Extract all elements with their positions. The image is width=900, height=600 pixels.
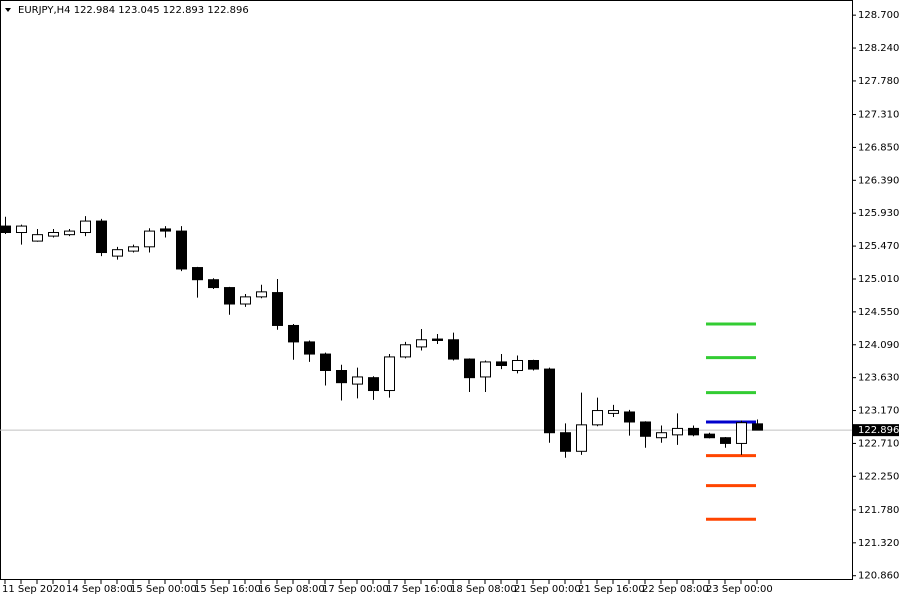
candle-body xyxy=(656,432,667,439)
x-tick-label: 21 Sep 16:00 xyxy=(578,584,645,595)
candle-body xyxy=(624,411,635,423)
candle-body xyxy=(16,225,27,234)
candle-body xyxy=(224,287,235,305)
candle-body xyxy=(400,344,411,358)
price-label-box xyxy=(853,424,899,437)
y-tick-label: 124.090 xyxy=(858,340,899,351)
y-tick-label: 121.320 xyxy=(858,538,899,549)
candle-body xyxy=(320,353,331,372)
chart-header: EURJPY,H4 122.984 123.045 122.893 122.89… xyxy=(18,5,249,16)
candle-body xyxy=(720,437,731,444)
price-label: 122.896 xyxy=(858,425,899,436)
x-tick-label: 14 Sep 08:00 xyxy=(66,584,133,595)
candle-body xyxy=(560,432,571,452)
x-tick-label: 15 Sep 00:00 xyxy=(130,584,197,595)
candle-body xyxy=(256,291,267,298)
candle-body xyxy=(176,230,187,270)
candle-body xyxy=(752,423,763,431)
y-tick-label: 124.550 xyxy=(858,307,899,318)
y-tick-label: 125.470 xyxy=(858,241,899,252)
y-tick-label: 122.250 xyxy=(858,471,899,482)
candle-body xyxy=(48,232,59,237)
candle-body xyxy=(208,279,219,289)
y-tick-label: 126.390 xyxy=(858,175,899,186)
y-tick-label: 121.780 xyxy=(858,505,899,516)
candle-body xyxy=(336,370,347,384)
candle-body xyxy=(480,361,491,378)
candle-body xyxy=(608,410,619,414)
plot-frame xyxy=(0,0,853,580)
candle-body xyxy=(576,424,587,452)
x-tick-label: 23 Sep 00:00 xyxy=(706,584,773,595)
x-tick-label: 17 Sep 00:00 xyxy=(322,584,389,595)
candle-body xyxy=(304,341,315,355)
y-tick-label: 125.930 xyxy=(858,208,899,219)
y-tick-label: 128.700 xyxy=(858,10,899,21)
candle-body xyxy=(496,361,507,367)
y-tick-label: 122.710 xyxy=(858,438,899,449)
candle-body xyxy=(112,249,123,257)
candle-body xyxy=(0,225,11,234)
x-tick-label: 21 Sep 00:00 xyxy=(514,584,581,595)
candle-body xyxy=(416,339,427,348)
menu-arrow xyxy=(5,8,11,12)
candle-body xyxy=(704,433,715,439)
candle-body xyxy=(160,228,171,232)
y-tick-label: 128.240 xyxy=(858,43,899,54)
candle-body xyxy=(272,292,283,326)
candle-body xyxy=(240,296,251,305)
y-tick-label: 123.630 xyxy=(858,373,899,384)
candle-body xyxy=(288,324,299,343)
candle-body xyxy=(672,427,683,436)
header-close: 122.896 xyxy=(207,5,248,16)
x-tick-label: 18 Sep 08:00 xyxy=(450,584,517,595)
y-tick-label: 123.170 xyxy=(858,406,899,417)
candle-body xyxy=(528,359,539,370)
y-tick-label: 126.850 xyxy=(858,142,899,153)
y-tick-label: 127.310 xyxy=(858,110,899,121)
candle-body xyxy=(384,356,395,392)
header-low: 122.893 xyxy=(163,5,204,16)
x-tick-label: 16 Sep 08:00 xyxy=(258,584,325,595)
candle-body xyxy=(448,339,459,360)
candle-body xyxy=(352,376,363,385)
candle-body xyxy=(464,358,475,379)
y-tick-label: 127.780 xyxy=(858,76,899,87)
candle-body xyxy=(512,359,523,372)
candle-body xyxy=(80,220,91,234)
candle-body xyxy=(544,368,555,434)
candle-body xyxy=(640,421,651,437)
candle-body xyxy=(736,422,747,444)
x-tick-label: 17 Sep 16:00 xyxy=(386,584,453,595)
candle-body xyxy=(128,246,139,252)
header-open: 122.984 xyxy=(74,5,115,16)
candle-body xyxy=(432,338,443,341)
x-tick-label: 11 Sep 2020 xyxy=(2,584,65,595)
candle-body xyxy=(592,410,603,426)
symbol: EURJPY,H4 xyxy=(18,5,71,16)
candle-body xyxy=(64,230,75,236)
candle-body xyxy=(96,220,107,254)
y-tick-label: 125.010 xyxy=(858,274,899,285)
candle-body xyxy=(688,427,699,436)
candle-body xyxy=(368,377,379,392)
candle-body xyxy=(192,267,203,281)
header-high: 123.045 xyxy=(118,5,159,16)
x-tick-label: 15 Sep 16:00 xyxy=(194,584,261,595)
candle-body xyxy=(32,234,43,242)
y-tick-label: 120.860 xyxy=(858,571,899,582)
candle-body xyxy=(144,230,155,248)
x-tick-label: 22 Sep 08:00 xyxy=(642,584,709,595)
